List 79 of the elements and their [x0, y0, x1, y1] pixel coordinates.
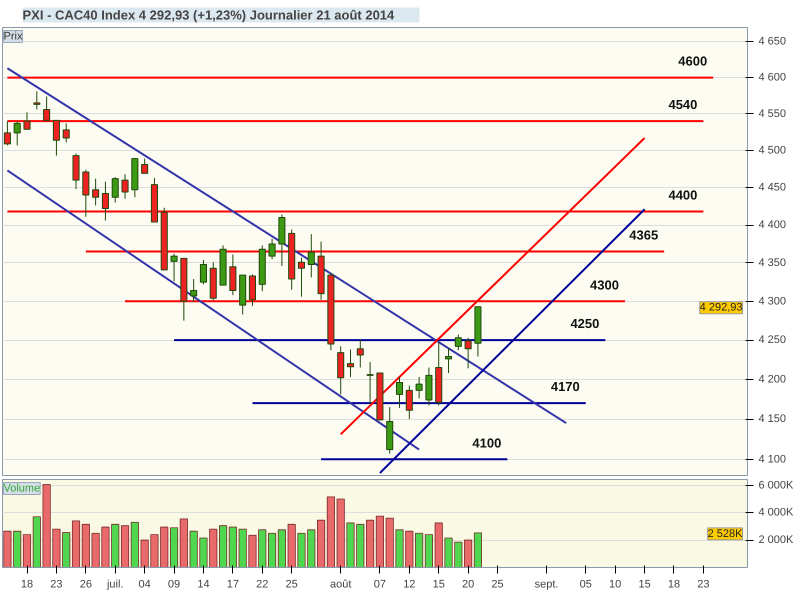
- y-tick-label: 4 600: [758, 72, 786, 84]
- candlestick: [102, 181, 109, 222]
- x-tick-label: sept.: [534, 578, 558, 590]
- x-tick-label: 09: [168, 578, 180, 590]
- y-tick-label: 4 150: [758, 413, 786, 426]
- candlestick: [82, 169, 90, 218]
- x-tick-label: 15: [638, 578, 651, 590]
- candlestick: [356, 338, 364, 368]
- candlestick: [112, 176, 119, 204]
- y-tick-label: 4 000K: [758, 506, 794, 519]
- x-tick-label: 18: [668, 578, 680, 590]
- y-tick-label: 4 400: [758, 219, 786, 232]
- x-tick-label: 04: [138, 578, 151, 590]
- candlestick: [190, 278, 198, 303]
- y-tick-label: 4 450: [758, 182, 786, 194]
- series-label: 4540: [668, 97, 698, 112]
- candlestick: [298, 257, 306, 298]
- y-tick-label: 2 000K: [758, 534, 794, 546]
- candlestick: [396, 376, 404, 408]
- x-tick-label: 14: [197, 578, 210, 590]
- x-tick-label: août: [330, 578, 352, 590]
- y-tick-label: 4 650: [758, 36, 786, 48]
- chart-title: PXI - CAC40 Index 4 292,93 (+1,23%) Journalier 21 août 2014: [22, 8, 396, 22]
- candlestick: [454, 334, 462, 351]
- candlestick: [200, 259, 207, 285]
- candlestick: [248, 274, 256, 306]
- candlestick: [92, 178, 100, 206]
- x-tick-label: 17: [226, 578, 239, 590]
- candlestick: [23, 112, 31, 130]
- candlestick: [268, 238, 276, 260]
- candlestick: [43, 96, 50, 121]
- x-tick-label: 18: [20, 578, 34, 590]
- annotation: Prix: [4, 30, 23, 42]
- candlestick: [464, 337, 472, 369]
- bar: [474, 532, 482, 568]
- y-tick-label: 4 550: [758, 108, 786, 120]
- x-tick-label: 26: [80, 578, 92, 590]
- x-tick-label: 25: [491, 578, 504, 590]
- x-tick-label: 12: [403, 578, 416, 590]
- series-label: 4300: [590, 277, 619, 292]
- series-label: 4600: [678, 54, 708, 69]
- candlestick: [416, 376, 423, 399]
- y-tick-label: 6 000K: [758, 479, 794, 492]
- y-tick-label: 4 500: [758, 144, 786, 156]
- x-tick-label: 10: [609, 578, 622, 590]
- candlestick: [308, 234, 315, 278]
- candlestick: [33, 90, 40, 110]
- series-label: 4400: [668, 188, 698, 202]
- y-tick-label: 4 100: [758, 453, 786, 466]
- x-tick-label: 07: [374, 578, 386, 590]
- x-tick-label: 05: [580, 578, 592, 590]
- candlestick: [121, 174, 129, 200]
- candlestick: [366, 362, 374, 404]
- y-tick-label: 4 250: [758, 334, 786, 346]
- x-tick-label: 20: [462, 578, 474, 590]
- candlestick: [444, 347, 452, 374]
- candlestick: [406, 385, 413, 420]
- series-label: 4170: [550, 379, 580, 394]
- candlestick: [14, 120, 21, 146]
- candlestick: [62, 122, 70, 143]
- x-tick-label: 22: [256, 578, 268, 590]
- candlestick: [346, 348, 354, 378]
- candlestick: [229, 254, 236, 296]
- x-tick-label: 15: [432, 578, 445, 590]
- y-tick-label: 4 350: [758, 256, 786, 269]
- series-label: 4365: [629, 228, 658, 243]
- annotation: Volume: [4, 482, 40, 494]
- candlestick: [170, 253, 178, 282]
- y-tick-label: 4 300: [758, 295, 786, 308]
- x-tick-label: 23: [697, 578, 710, 590]
- x-tick-label: 23: [50, 578, 63, 590]
- x-tick-label: 25: [286, 578, 298, 590]
- candlestick: [4, 120, 11, 146]
- x-tick-label: juil.: [106, 578, 124, 590]
- series-label: 4250: [570, 316, 600, 332]
- candlestick: [141, 158, 148, 174]
- y-tick-label: 4 200: [758, 373, 786, 386]
- candlestick: [52, 120, 60, 156]
- series-label: 4100: [472, 435, 502, 450]
